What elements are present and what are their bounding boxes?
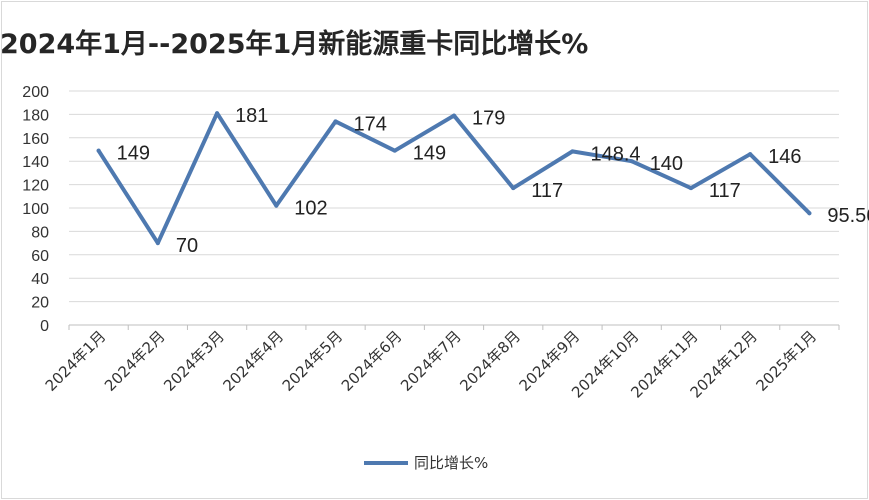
legend: 同比增长% <box>364 452 488 473</box>
legend-label: 同比增长% <box>414 454 489 472</box>
x-tick-label: 2024年8月 <box>456 327 524 395</box>
data-label: 181 <box>235 105 268 127</box>
data-point <box>96 148 101 153</box>
y-tick-label: 140 <box>22 154 49 171</box>
data-label: 117 <box>709 180 741 202</box>
data-point <box>392 148 397 153</box>
data-point <box>215 111 220 116</box>
data-label: 102 <box>294 198 327 220</box>
data-point <box>570 149 575 154</box>
data-label: 140 <box>650 153 683 175</box>
data-label: 149 <box>413 143 446 165</box>
data-point <box>807 211 812 216</box>
x-tick-label: 2024年3月 <box>160 327 228 395</box>
chart-title: 2024年1月--2025年1月新能源重卡同比增长% <box>0 29 589 60</box>
data-label: 117 <box>531 180 563 202</box>
y-tick-label: 160 <box>22 131 49 148</box>
data-label: 95.56 <box>827 205 869 227</box>
data-point <box>274 203 279 208</box>
legend-swatch <box>364 460 408 465</box>
y-tick-label: 40 <box>31 271 49 288</box>
data-label: 174 <box>354 113 387 135</box>
x-tick-label: 2025年1月 <box>753 327 821 395</box>
x-tick-label: 2024年2月 <box>101 327 169 395</box>
y-tick-label: 20 <box>31 295 49 312</box>
x-tick-label: 2024年4月 <box>219 327 287 395</box>
data-point <box>452 113 456 118</box>
y-tick-label: 0 <box>40 318 49 335</box>
data-label: 70 <box>176 235 198 257</box>
x-tick-label: 2024年5月 <box>279 327 347 395</box>
y-tick-label: 60 <box>31 248 49 265</box>
data-point <box>629 159 634 164</box>
y-tick-label: 80 <box>31 224 49 241</box>
data-point <box>748 152 753 157</box>
y-tick-label: 200 <box>22 84 49 101</box>
y-tick-label: 180 <box>22 107 49 124</box>
data-point <box>511 186 516 191</box>
data-label: 179 <box>472 108 505 130</box>
data-label: 146 <box>768 146 801 168</box>
data-label: 149 <box>117 143 150 165</box>
data-point <box>333 119 338 124</box>
data-point <box>155 241 160 246</box>
data-label: 148.4 <box>590 143 640 165</box>
x-tick-label: 2024年7月 <box>397 327 465 395</box>
series-line <box>96 111 812 246</box>
x-tick-label: 2024年6月 <box>338 327 406 395</box>
y-tick-label: 100 <box>22 201 49 218</box>
y-tick-label: 120 <box>22 178 49 195</box>
x-tick-label: 2024年1月 <box>42 327 110 395</box>
data-point <box>688 186 693 191</box>
